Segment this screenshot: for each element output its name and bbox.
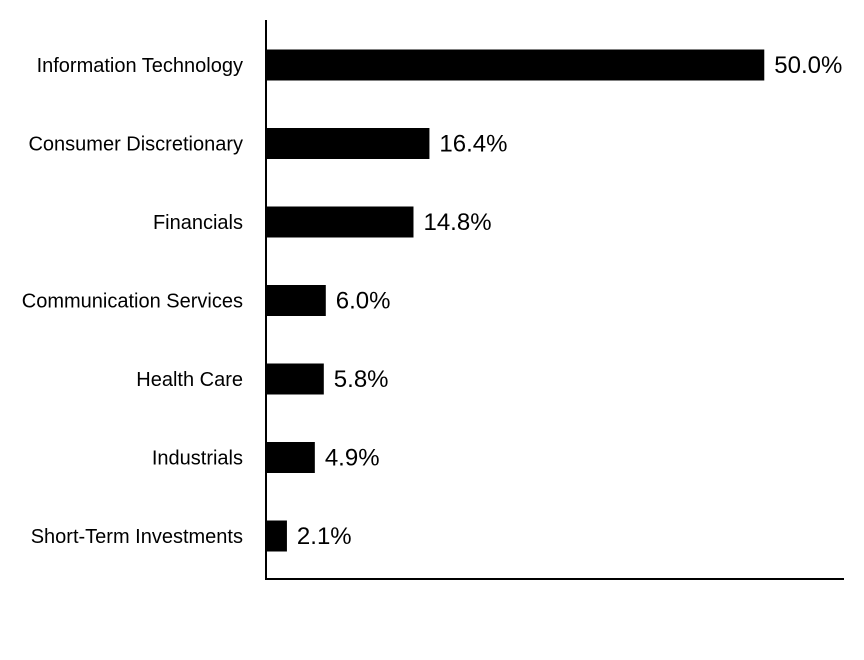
- bar-6: [266, 520, 287, 552]
- value-label-1: 16.4%: [439, 131, 507, 158]
- category-label-4: Health Care: [136, 369, 243, 391]
- labels-group: Information Technology 50.0% Consumer Disc…: [22, 52, 843, 550]
- value-label-6: 2.1%: [297, 523, 352, 550]
- bar-2: [266, 206, 414, 238]
- value-label-5: 4.9%: [325, 445, 380, 472]
- category-label-0: Information Technology: [37, 55, 243, 77]
- bar-0: [266, 49, 765, 81]
- category-label-3: Communication Services: [22, 291, 243, 313]
- category-label-6: Short-Term Investments: [31, 526, 243, 548]
- category-label-5: Industrials: [152, 448, 243, 470]
- bar-1: [266, 128, 430, 159]
- category-label-2: Financials: [153, 212, 243, 234]
- bars-group: [266, 49, 765, 552]
- value-label-0: 50.0%: [774, 52, 842, 79]
- value-label-2: 14.8%: [423, 209, 491, 236]
- value-label-4: 5.8%: [334, 366, 389, 393]
- category-label-1: Consumer Discretionary: [28, 134, 243, 156]
- value-label-3: 6.0%: [336, 288, 391, 315]
- bar-3: [266, 285, 326, 316]
- bar-5: [266, 442, 315, 473]
- bar-4: [266, 363, 324, 395]
